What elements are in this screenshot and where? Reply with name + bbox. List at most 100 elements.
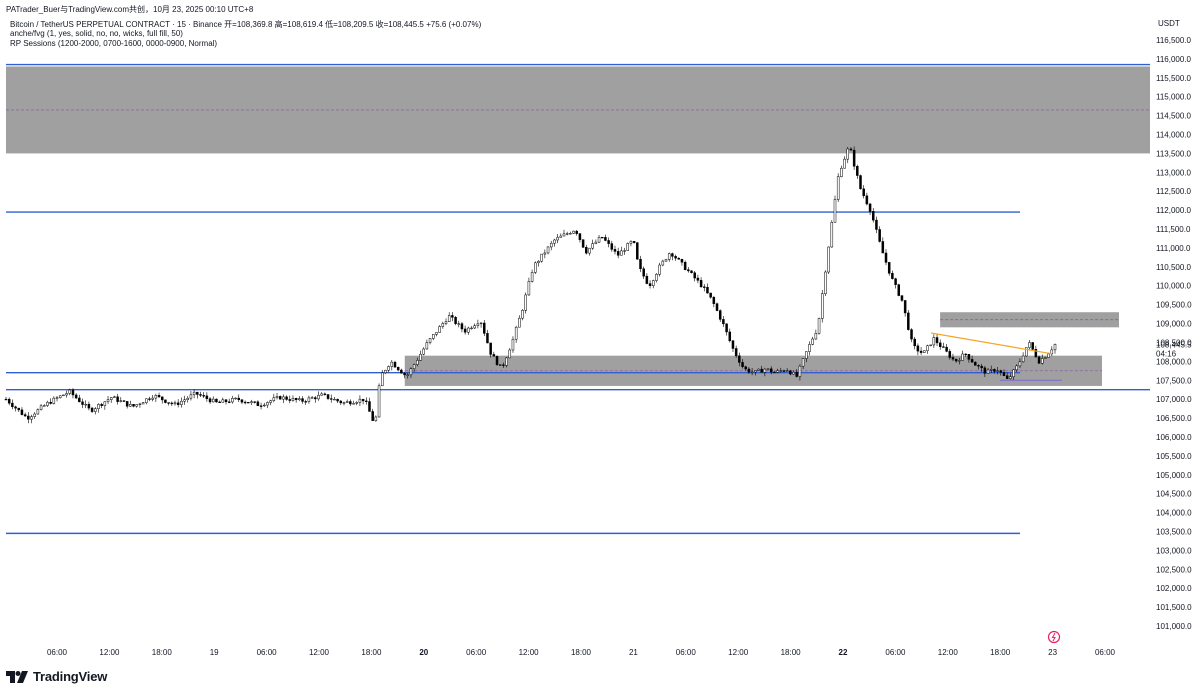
candle-body [358, 398, 362, 403]
candle-body [645, 275, 649, 284]
candle-body [100, 404, 103, 406]
candle-body [903, 300, 907, 314]
candle [333, 396, 336, 401]
candle [20, 407, 24, 416]
candle-body [151, 397, 154, 400]
candle [718, 309, 722, 323]
candle-body [109, 397, 113, 400]
candle-body [575, 230, 578, 234]
replay-icon[interactable] [1047, 630, 1061, 644]
candle-body [760, 368, 763, 373]
candle-body [170, 402, 174, 405]
candle-body [913, 338, 916, 347]
candle-body [996, 370, 999, 372]
candle-body [779, 370, 783, 372]
candle-body [441, 323, 445, 327]
candle [1021, 352, 1025, 363]
candle-body [288, 399, 292, 401]
candle-body [387, 366, 390, 371]
candle [371, 408, 374, 421]
candle [757, 368, 760, 371]
candle [278, 395, 282, 400]
candle [836, 173, 840, 202]
candle-body [113, 396, 116, 398]
candle [769, 366, 773, 375]
candle-body [74, 394, 78, 399]
candle [658, 262, 661, 277]
candle-body [852, 149, 856, 167]
candle-body [884, 252, 888, 263]
price-tick-label: 103,500.0 [1156, 527, 1192, 536]
candle [929, 344, 932, 347]
candle [926, 344, 929, 354]
candle-body [817, 318, 821, 334]
candle [910, 328, 913, 343]
trend-line [930, 332, 1053, 355]
candle-body [891, 273, 894, 279]
candle [275, 393, 279, 400]
candle-body [384, 369, 387, 374]
price-axis[interactable]: USDT 101,000.0 101,500.0 102,000.0 102,500.… [1156, 19, 1192, 631]
candle-body [148, 398, 151, 400]
candle [932, 334, 936, 348]
time-axis[interactable]: 06:00 12:00 18:00 19 06:00 12:00 18:00 20 06:00 1… [47, 648, 1116, 657]
candle-body [763, 368, 767, 373]
candle-body [667, 253, 671, 260]
candle-body [1009, 376, 1012, 379]
candle-body [116, 396, 119, 402]
candle-body [94, 408, 97, 412]
candle-body [215, 398, 218, 403]
candle [1009, 373, 1012, 380]
candle [393, 360, 397, 368]
candle [878, 226, 881, 243]
candle [687, 267, 690, 273]
candle-body [862, 188, 865, 197]
candle-body [632, 241, 636, 243]
candle-body [352, 403, 355, 405]
candle [170, 401, 174, 407]
candle [90, 406, 94, 414]
candle-body [199, 394, 202, 396]
candle [476, 319, 480, 329]
candle [145, 398, 148, 405]
candle [725, 323, 728, 336]
candle-body [495, 355, 499, 365]
candle [211, 396, 215, 403]
candle-body [833, 199, 837, 223]
tradingview-logo[interactable]: TradingView [6, 669, 107, 684]
candle [610, 240, 614, 252]
candle-body [412, 364, 416, 369]
candle-body [486, 333, 489, 344]
indicator-legend-fvg[interactable]: anche/fvg (1, yes, solid, no, no, wicks,… [10, 29, 183, 38]
candle [451, 312, 454, 322]
candle [1012, 368, 1015, 381]
candle-body [467, 327, 470, 333]
candle [71, 388, 75, 399]
candle [154, 393, 158, 402]
candle [141, 401, 145, 405]
candle [827, 246, 830, 274]
candle-body [1015, 365, 1018, 371]
symbol-legend[interactable]: Bitcoin / TetherUS PERPETUAL CONTRACT · … [10, 20, 482, 29]
indicator-legend-sessions[interactable]: RP Sessions (1200-2000, 0700-1600, 0000-… [10, 39, 218, 48]
candle-body [451, 315, 454, 318]
candle [731, 340, 735, 352]
time-tick-label: 06:00 [676, 648, 697, 657]
candle [135, 404, 138, 408]
candle [62, 394, 65, 397]
candle [999, 369, 1003, 376]
candle [438, 325, 441, 333]
candle [326, 394, 330, 401]
time-tick-label: 18:00 [152, 648, 173, 657]
price-tick-label: 113,500.0 [1156, 149, 1192, 158]
candle-body [820, 293, 824, 319]
candle [282, 394, 285, 404]
candle-body [275, 396, 279, 399]
candle [180, 397, 183, 408]
candle-body [722, 319, 725, 325]
candle-body [97, 404, 100, 409]
candle-body [406, 374, 409, 376]
candle-body [396, 366, 400, 371]
price-tick-label: 104,000.0 [1156, 509, 1192, 518]
